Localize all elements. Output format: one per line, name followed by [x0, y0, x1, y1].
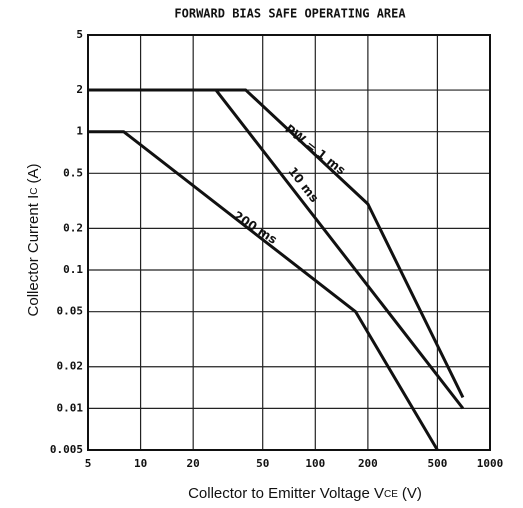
chart-title: FORWARD BIAS SAFE OPERATING AREA [174, 7, 406, 21]
y-tick-label: 0.2 [63, 221, 83, 234]
x-tick-label: 1000 [477, 457, 504, 470]
y-tick-label: 5 [76, 28, 83, 41]
y-tick-label: 0.05 [57, 305, 84, 318]
x-label-sub: CE [384, 489, 398, 500]
y-axis-label: Collector Current IC (A) [25, 164, 42, 317]
series-line [88, 88, 465, 399]
y-label-sub: C [29, 188, 40, 195]
x-tick-label: 10 [134, 457, 147, 470]
x-tick-label: 5 [85, 457, 92, 470]
x-tick-label: 200 [358, 457, 378, 470]
x-tick-label: 50 [256, 457, 269, 470]
y-tick-label: 1 [76, 125, 83, 138]
x-tick-label: 20 [187, 457, 200, 470]
x-axis-label: Collector to Emitter Voltage VCE (V) [188, 485, 422, 502]
x-label-unit: (V) [402, 485, 422, 502]
x-label-main: Collector to Emitter Voltage V [188, 485, 384, 502]
y-tick-label: 0.01 [57, 401, 84, 414]
series-label: 200 ms [231, 208, 280, 246]
y-tick-label: 2 [76, 83, 83, 96]
x-tick-label: 500 [427, 457, 447, 470]
series-line [88, 88, 465, 410]
plot-frame [87, 34, 491, 451]
y-label-main: Collector Current I [25, 195, 42, 317]
x-tick-label: 100 [305, 457, 325, 470]
y-tick-label: 0.02 [57, 360, 84, 373]
series-line [88, 130, 439, 451]
y-tick-label: 0.005 [50, 443, 83, 456]
y-tick-label: 0.1 [63, 263, 83, 276]
y-label-unit: (A) [25, 164, 42, 184]
y-tick-label: 0.5 [63, 166, 83, 179]
